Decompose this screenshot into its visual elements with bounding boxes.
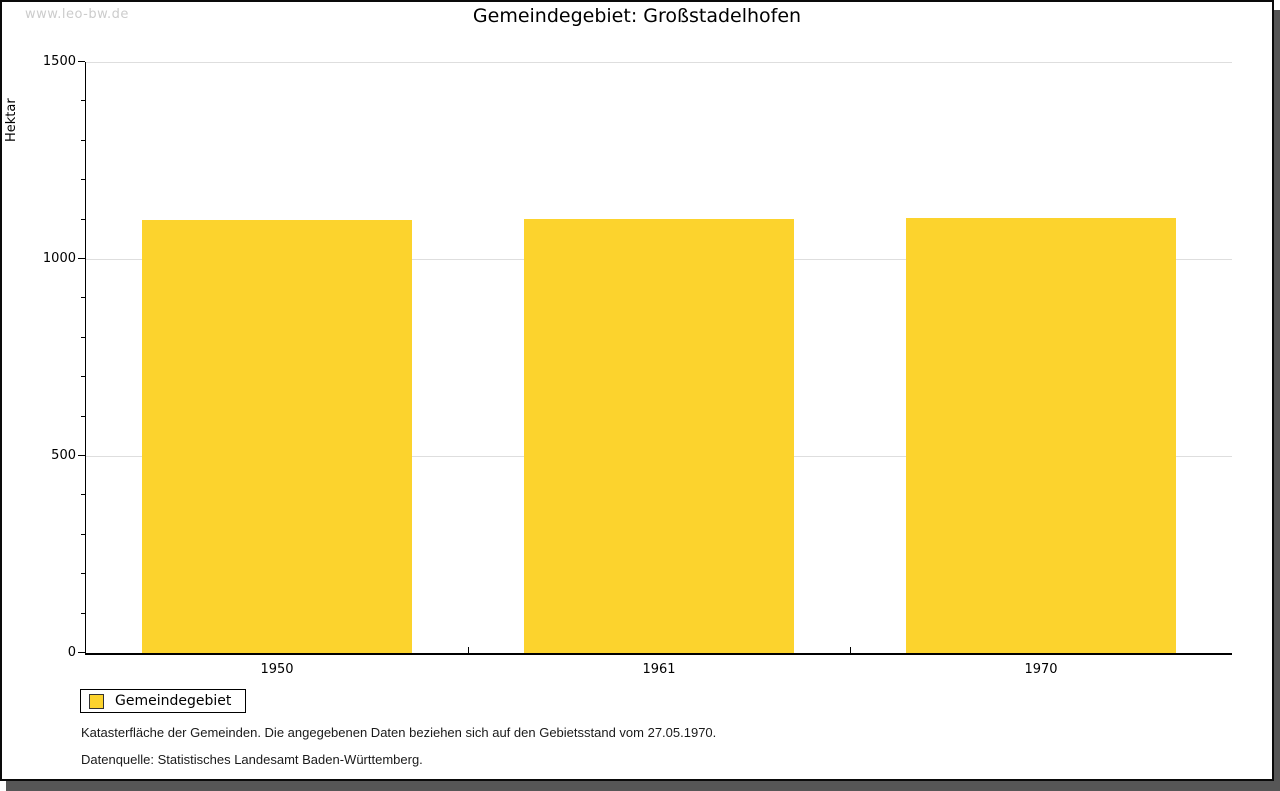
y-axis-tick-label: 500: [51, 448, 76, 463]
footnote-source-note: Katasterfläche der Gemeinden. Die angege…: [81, 725, 717, 740]
bar: [142, 219, 412, 653]
y-axis-title: Hektar: [4, 98, 19, 142]
x-axis-label: 1950: [260, 662, 294, 677]
x-axis-label: 1970: [1024, 662, 1058, 677]
y-axis-minor-tick: [81, 494, 85, 496]
gridline: [86, 62, 1232, 63]
y-axis-tick-label: 1000: [42, 251, 76, 266]
x-axis-label: 1961: [642, 662, 676, 677]
y-axis-minor-tick: [81, 218, 85, 220]
chart-title: Gemeindegebiet: Großstadelhofen: [472, 5, 802, 27]
y-axis-minor-tick: [81, 612, 85, 614]
bar: [906, 218, 1176, 653]
y-axis-minor-tick: [81, 376, 85, 378]
plot-area: 0 500 1000 1500 1950 1961 1970: [43, 55, 1232, 677]
x-axis-tick: [468, 647, 469, 653]
footnote-data-source: Datenquelle: Statistisches Landesamt Bad…: [81, 752, 423, 767]
y-axis-minor-tick: [81, 297, 85, 299]
y-axis-minor-tick: [81, 573, 85, 575]
bar: [524, 219, 794, 653]
y-axis-minor-tick: [81, 179, 85, 181]
legend-swatch-icon: [89, 693, 104, 709]
y-axis-tick-label: 1500: [42, 54, 76, 69]
y-axis-tick-label: 0: [67, 645, 76, 660]
watermark: www.leo-bw.de: [25, 7, 129, 22]
y-axis-major-tick: [78, 455, 85, 456]
y-axis-major-tick: [78, 258, 85, 259]
y-axis-minor-tick: [81, 336, 85, 338]
legend: Gemeindegebiet: [80, 689, 247, 713]
legend-label: Gemeindegebiet: [115, 693, 232, 709]
y-axis-minor-tick: [81, 100, 85, 102]
y-axis-minor-tick: [81, 139, 85, 141]
y-axis-major-tick: [78, 652, 85, 653]
y-axis-minor-tick: [81, 533, 85, 535]
x-axis-tick: [850, 647, 851, 653]
y-axis-minor-tick: [81, 415, 85, 417]
y-axis-major-tick: [78, 61, 85, 62]
